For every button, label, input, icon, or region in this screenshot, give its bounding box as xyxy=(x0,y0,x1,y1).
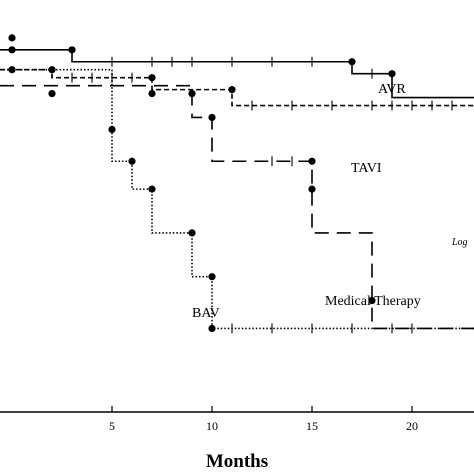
side-note-text: Log xyxy=(451,237,468,248)
series-label-avr: AVR xyxy=(378,82,406,97)
x-axis-title: Months xyxy=(205,451,269,472)
event-point-tavi-1 xyxy=(148,74,156,82)
event-point-tavi-0 xyxy=(48,66,56,74)
x-tick-label-20: 20 xyxy=(406,419,418,433)
x-tick-label-15: 15 xyxy=(306,419,318,433)
event-point-avr-3 xyxy=(348,58,356,66)
series-line-medical-therapy xyxy=(0,84,474,330)
marker-layer xyxy=(8,34,453,334)
label-layer: AVR TAVI Medical Therapy BAV Log xyxy=(192,82,468,321)
event-point-bav-4 xyxy=(188,229,196,237)
event-point-bav-6 xyxy=(208,324,216,333)
series-label-bav: BAV xyxy=(192,306,220,321)
event-point-avr-4 xyxy=(388,70,396,78)
x-tick-label-10: 10 xyxy=(206,419,218,433)
event-point-bav-0 xyxy=(8,66,16,74)
event-point-avr-2 xyxy=(68,46,76,54)
axes: 5 10 15 20 xyxy=(0,406,474,433)
event-point-medical-therapy-2 xyxy=(188,90,196,98)
event-point-avr-0 xyxy=(8,34,16,42)
event-point-bav-3 xyxy=(148,185,156,193)
series-layer xyxy=(0,49,474,330)
series-line-avr xyxy=(0,49,474,99)
event-point-avr-1 xyxy=(8,46,16,54)
event-point-medical-therapy-5 xyxy=(308,185,316,193)
series-line-bav xyxy=(0,68,474,330)
event-point-medical-therapy-3 xyxy=(208,113,216,122)
event-point-medical-therapy-1 xyxy=(148,90,156,98)
event-point-medical-therapy-0 xyxy=(48,90,56,98)
event-point-medical-therapy-6 xyxy=(368,296,376,305)
event-point-bav-5 xyxy=(208,273,216,281)
event-point-bav-1 xyxy=(108,125,116,134)
series-label-medical-therapy: Medical Therapy xyxy=(325,294,421,309)
event-point-bav-2 xyxy=(128,157,136,165)
event-point-tavi-2 xyxy=(228,86,236,94)
x-tick-label-5: 5 xyxy=(109,419,115,433)
event-point-medical-therapy-4 xyxy=(308,157,316,165)
series-label-tavi: TAVI xyxy=(351,161,382,176)
